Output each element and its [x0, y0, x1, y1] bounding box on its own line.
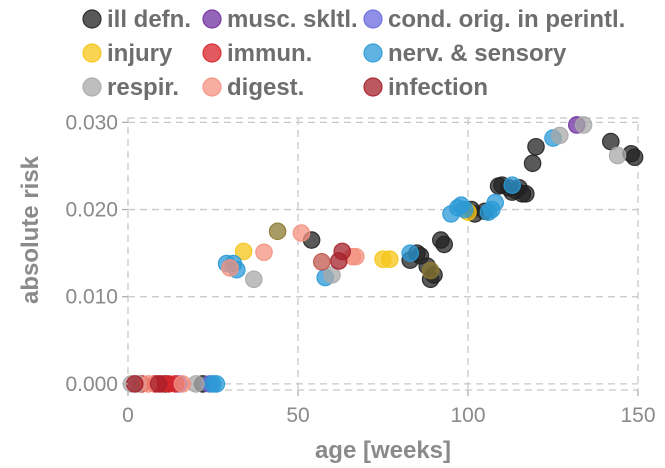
legend-label: respir. — [107, 74, 179, 101]
data-point-infection — [149, 375, 168, 393]
legend-label: musc. skltl. — [227, 6, 358, 33]
legend-marker — [82, 77, 102, 97]
plot-frame — [127, 117, 639, 391]
data-point-infection — [126, 375, 144, 393]
y-tick-label: 0.020 — [65, 199, 118, 222]
y-tick-label: 0.010 — [65, 286, 118, 309]
data-point-other — [421, 261, 440, 280]
legend-item-cond-orig-in-perintl: cond. orig. in perintl. — [363, 6, 625, 33]
legend-marker — [202, 9, 222, 29]
legend-label: ill defn. — [107, 6, 191, 33]
x-axis-ticks: 0 50 100 150 — [122, 390, 656, 427]
data-point-ill-defn — [516, 185, 535, 203]
data-point-nerv-sensory — [401, 244, 419, 262]
y-axis-ticks: 0.000 0.010 0.020 0.030 — [65, 111, 128, 396]
data-point-digest — [255, 243, 273, 262]
legend-label: cond. orig. in perintl. — [388, 6, 625, 33]
data-point-respir — [550, 126, 569, 145]
data-point-ill-defn — [523, 154, 542, 173]
legend-item-infection: infection — [363, 74, 488, 101]
data-point-respir — [323, 266, 341, 284]
legend-marker — [202, 77, 222, 97]
data-point-ill-defn — [435, 235, 453, 254]
data-point-injury — [380, 250, 399, 269]
legend-item-nerv-sensory: nerv. & sensory — [363, 40, 567, 67]
legend-marker — [82, 43, 102, 63]
data-point-injury — [234, 242, 253, 261]
data-point-ill-defn — [527, 137, 545, 156]
x-tick-label: 150 — [620, 404, 655, 427]
legend-label: nerv. & sensory — [388, 40, 567, 67]
legend-item-ill-defn: ill defn. — [82, 6, 191, 33]
legend-item-injury: injury — [82, 40, 173, 67]
data-point-nerv-sensory — [207, 375, 226, 393]
data-point-other — [268, 222, 287, 241]
data-points — [122, 116, 644, 393]
legend-marker — [82, 9, 102, 29]
legend-item-immun: immun. — [202, 40, 312, 67]
y-tick-label: 0.000 — [65, 373, 118, 396]
legend-marker — [363, 43, 383, 63]
legend-marker — [363, 77, 383, 97]
legend-marker — [363, 9, 383, 29]
y-axis-label: absolute risk — [17, 155, 44, 304]
legend-item-digest: digest. — [202, 74, 304, 101]
x-axis-label: age [weeks] — [315, 437, 451, 464]
data-point-digest — [292, 224, 311, 242]
legend-item-musc-skltl: musc. skltl. — [202, 6, 358, 33]
data-point-digest — [221, 259, 239, 277]
x-tick-label: 0 — [122, 404, 134, 427]
data-point-nerv-sensory — [455, 200, 474, 219]
data-point-infection — [333, 242, 351, 261]
y-tick-label: 0.030 — [65, 111, 118, 134]
data-point-ill-defn — [601, 132, 620, 151]
data-point-ill-defn — [625, 148, 644, 167]
legend-label: infection — [388, 74, 488, 101]
legend-label: digest. — [227, 74, 304, 101]
x-tick-label: 50 — [286, 404, 309, 427]
legend-item-respir: respir. — [82, 74, 179, 101]
legend: ill defn. musc. skltl. cond. orig. in peri… — [82, 6, 625, 101]
data-point-digest — [173, 375, 192, 393]
data-point-respir — [574, 116, 593, 134]
data-point-respir — [245, 270, 263, 289]
data-point-nerv-sensory — [503, 176, 521, 194]
x-tick-label: 100 — [450, 404, 485, 427]
data-point-nerv-sensory — [486, 193, 504, 212]
data-point-other — [312, 253, 331, 271]
grid — [127, 117, 639, 391]
legend-marker — [202, 43, 222, 63]
legend-label: immun. — [227, 40, 312, 67]
data-point-respir — [608, 146, 627, 165]
legend-label: injury — [107, 40, 173, 67]
